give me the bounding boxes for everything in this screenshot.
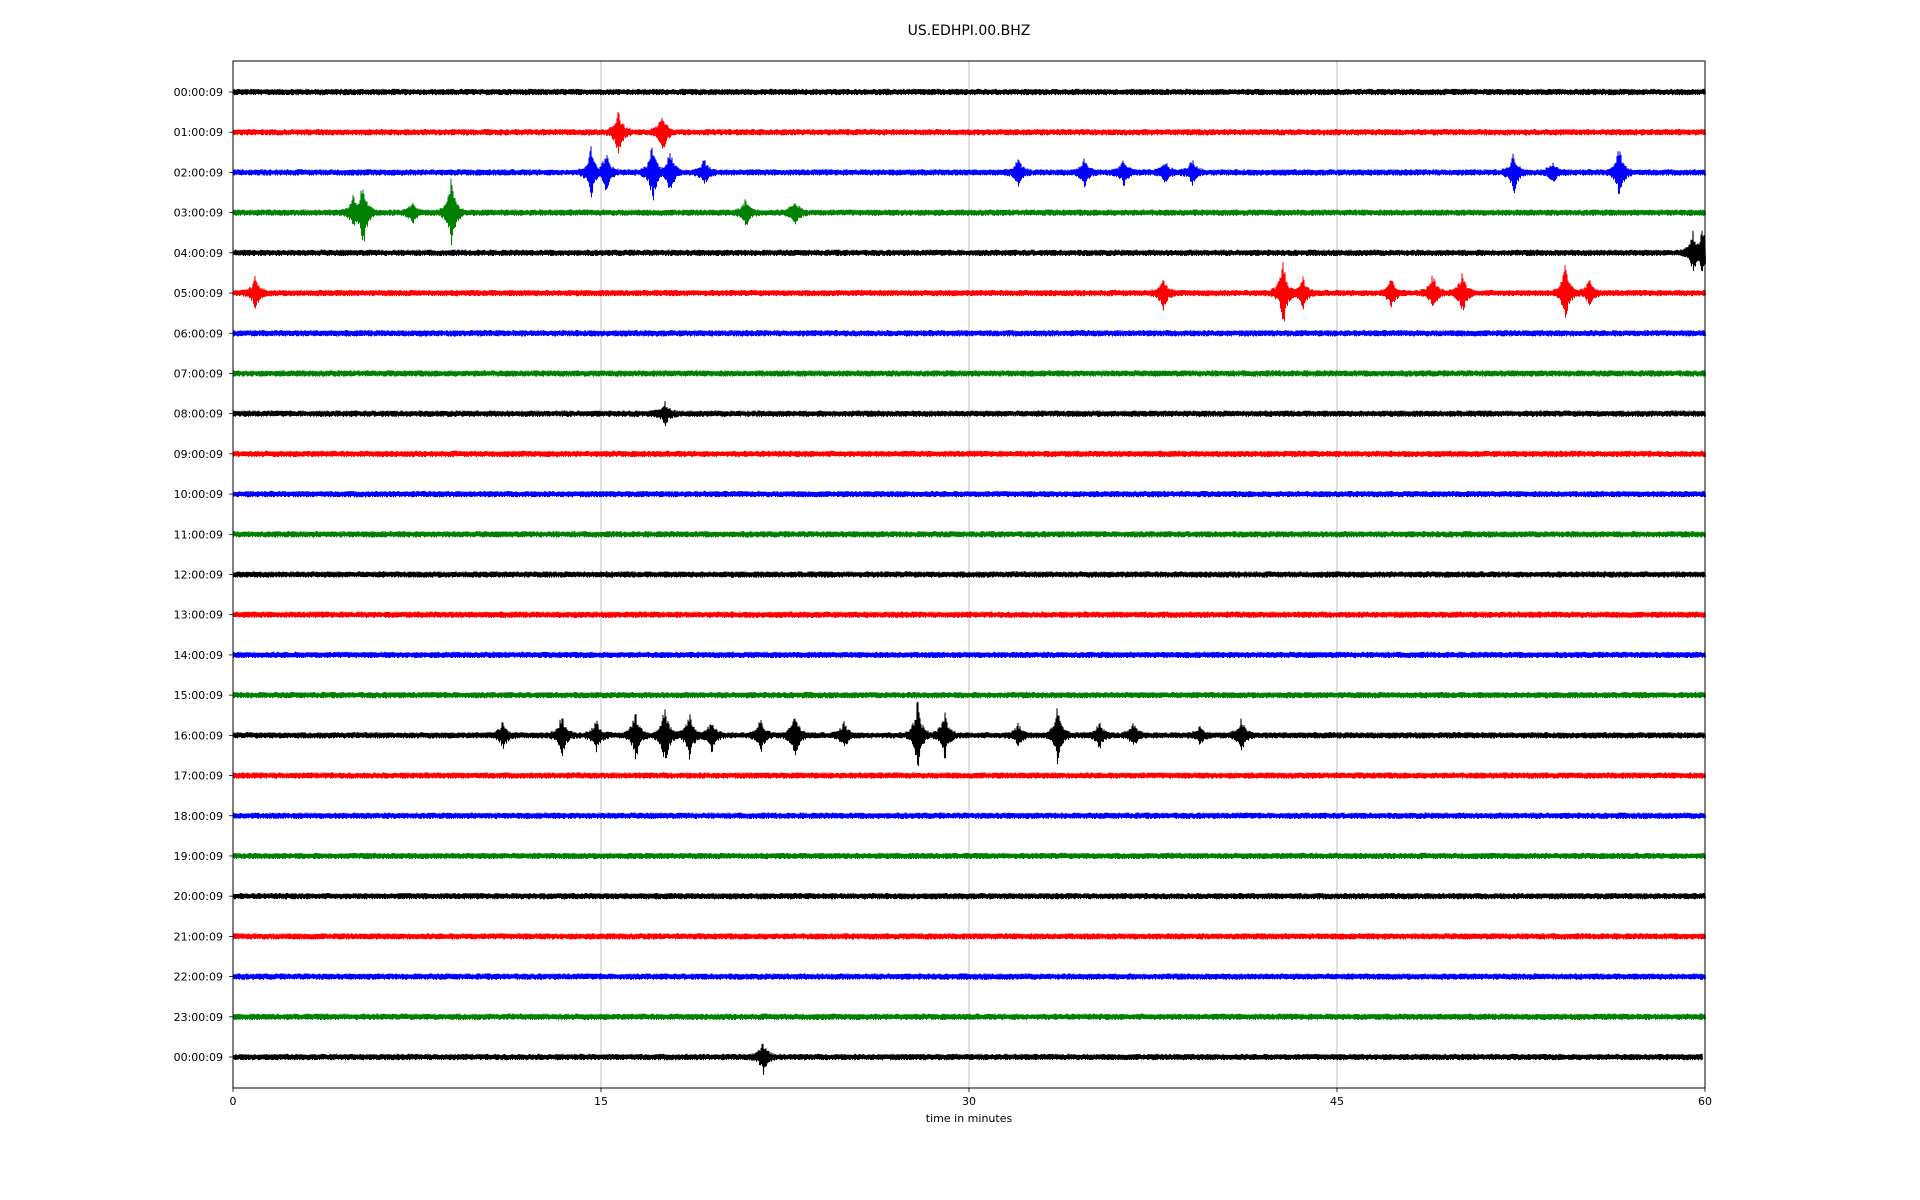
trace-row-21 bbox=[232, 933, 1706, 940]
row-label: 05:00:09 bbox=[174, 287, 223, 300]
row-label: 21:00:09 bbox=[174, 930, 223, 943]
seismic-traces bbox=[232, 88, 1706, 1076]
row-label: 20:00:09 bbox=[174, 890, 223, 903]
trace-row-18 bbox=[232, 812, 1706, 819]
row-label: 06:00:09 bbox=[174, 327, 223, 340]
row-label: 12:00:09 bbox=[174, 569, 223, 582]
row-label: 00:00:09 bbox=[174, 1051, 223, 1064]
row-label: 02:00:09 bbox=[174, 166, 223, 179]
trace-row-11 bbox=[232, 531, 1706, 538]
row-label: 09:00:09 bbox=[174, 448, 223, 461]
row-label: 01:00:09 bbox=[174, 126, 223, 139]
row-label: 08:00:09 bbox=[174, 408, 223, 421]
row-label: 03:00:09 bbox=[174, 207, 223, 220]
trace-row-5 bbox=[232, 262, 1706, 322]
x-tick-label: 0 bbox=[230, 1095, 237, 1108]
row-label: 18:00:09 bbox=[174, 810, 223, 823]
x-axis-label: time in minutes bbox=[926, 1112, 1013, 1125]
row-label: 04:00:09 bbox=[174, 247, 223, 260]
trace-row-24 bbox=[232, 1043, 1703, 1076]
row-label: 11:00:09 bbox=[174, 528, 223, 541]
row-time-labels: 00:00:09 01:00:09 02:00:09 03:00:09 04:00:09… bbox=[174, 86, 233, 1064]
row-label: 23:00:09 bbox=[174, 1011, 223, 1024]
row-label: 15:00:09 bbox=[174, 689, 223, 702]
trace-row-23 bbox=[232, 1013, 1706, 1021]
trace-row-4 bbox=[232, 230, 1706, 272]
row-label: 00:00:09 bbox=[174, 86, 223, 99]
trace-row-16 bbox=[232, 701, 1706, 767]
x-axis-ticks: 0 15 30 45 60 bbox=[230, 1088, 1712, 1108]
trace-row-20 bbox=[232, 892, 1706, 900]
x-tick-label: 60 bbox=[1698, 1095, 1712, 1108]
trace-row-22 bbox=[232, 973, 1706, 980]
trace-row-12 bbox=[232, 571, 1706, 578]
row-label: 13:00:09 bbox=[174, 609, 223, 622]
row-label: 16:00:09 bbox=[174, 729, 223, 742]
trace-row-17 bbox=[232, 772, 1706, 779]
trace-row-0 bbox=[232, 88, 1706, 96]
trace-row-6 bbox=[232, 330, 1706, 337]
trace-row-3 bbox=[232, 178, 1706, 246]
trace-row-7 bbox=[232, 370, 1706, 377]
trace-row-14 bbox=[232, 651, 1706, 659]
row-label: 17:00:09 bbox=[174, 770, 223, 783]
row-label: 22:00:09 bbox=[174, 971, 223, 984]
row-label: 10:00:09 bbox=[174, 488, 223, 501]
x-tick-label: 30 bbox=[962, 1095, 976, 1108]
trace-row-13 bbox=[232, 611, 1706, 618]
chart-title: US.EDHPI.00.BHZ bbox=[908, 23, 1031, 39]
trace-row-2 bbox=[232, 146, 1706, 201]
row-label: 14:00:09 bbox=[174, 649, 223, 662]
trace-row-8 bbox=[232, 401, 1706, 427]
trace-row-1 bbox=[232, 111, 1706, 154]
row-label: 07:00:09 bbox=[174, 367, 223, 380]
row-label: 19:00:09 bbox=[174, 850, 223, 863]
trace-row-10 bbox=[232, 490, 1706, 498]
x-tick-label: 15 bbox=[594, 1095, 608, 1108]
trace-row-15 bbox=[232, 691, 1706, 699]
x-tick-label: 45 bbox=[1330, 1095, 1344, 1108]
trace-row-9 bbox=[232, 450, 1706, 458]
trace-row-19 bbox=[232, 852, 1706, 860]
